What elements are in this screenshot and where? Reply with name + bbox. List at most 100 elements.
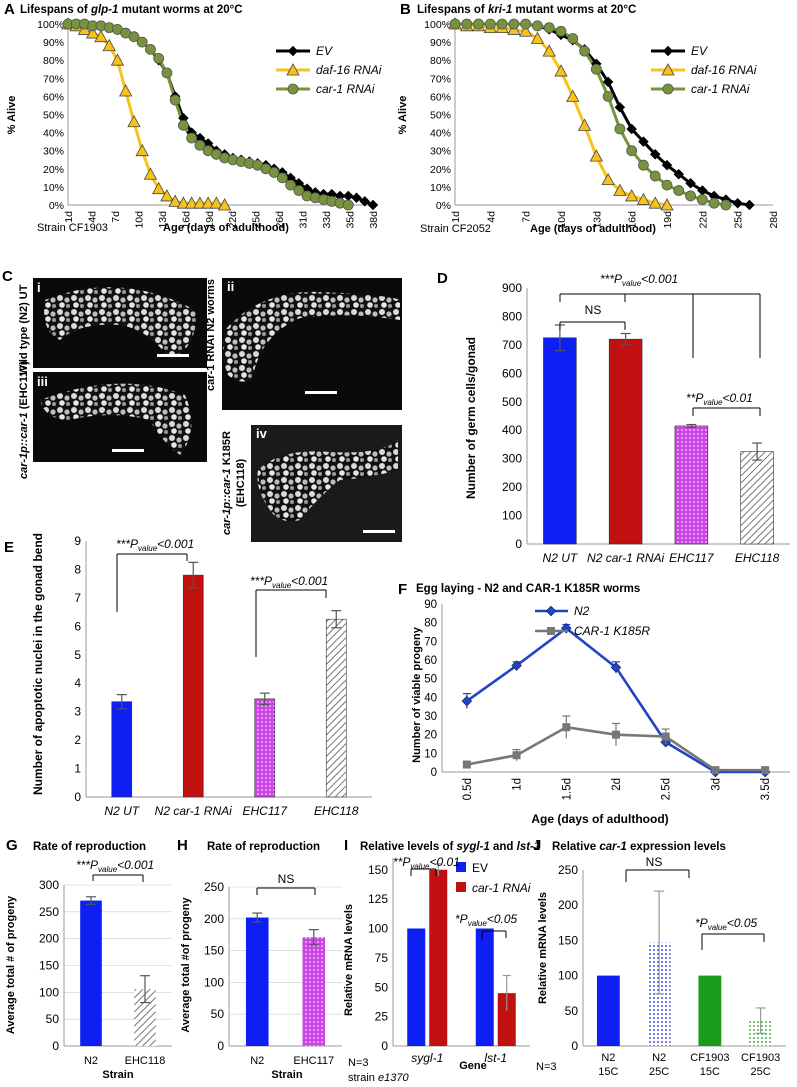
y-tick-label: 1 [74, 762, 81, 776]
chart-title-g: Rate of reproduction [33, 841, 146, 853]
x-tick-label: EHC118 [125, 1055, 166, 1067]
legend-swatch [456, 862, 466, 872]
x-tick-label: 25d [733, 211, 745, 229]
bar [608, 338, 643, 545]
data-point [649, 170, 661, 182]
data-point [143, 167, 158, 180]
data-point [217, 198, 232, 211]
x-tick-label: EHC117 [669, 551, 715, 565]
data-point [530, 31, 545, 44]
bar [674, 425, 709, 545]
data-point [685, 177, 696, 189]
y-tick-label: 150 [39, 959, 59, 973]
data-point [614, 123, 626, 135]
data-point [638, 159, 649, 171]
x-tick-label: 15C [598, 1066, 618, 1078]
y-tick-label: 100 [39, 985, 59, 999]
annotation-e-1: ***Pvalue<0.001 [116, 537, 194, 553]
y-tick-label: 100 [368, 922, 388, 936]
data-point [128, 31, 140, 43]
x-axis-label-a: Age (days of adulthood) [163, 222, 289, 234]
panel-d: D 0 100 200 300 400 500 600 700 800 900 N2 UT N2 ca… [437, 270, 790, 565]
data-point [720, 199, 732, 211]
legend-marker [547, 627, 555, 635]
x-tick-label: 0.5d [462, 778, 474, 800]
data-point [351, 192, 362, 204]
x-tick-label: EHC118 [735, 551, 780, 565]
y-axis-label-g: Average total # of progeny [5, 895, 17, 1034]
data-point [94, 29, 108, 43]
legend-label: car-1 RNAi [472, 881, 531, 895]
data-point [555, 25, 567, 37]
chart-title-f: Egg laying - N2 and CAR-1 K185R worms [416, 583, 640, 595]
series-line [466, 626, 766, 774]
legend-marker [545, 605, 557, 617]
x-tick-label: CF1903 [741, 1052, 780, 1064]
panel-label-j: J [533, 837, 541, 854]
y-tick-label: 0 [515, 537, 522, 551]
x-tick-label: 10d [556, 211, 568, 229]
panel-b: B Lifespans of kri-1 mutant worms at 20°… [397, 1, 780, 235]
x-tick-label: 22d [697, 211, 709, 229]
x-axis-label-h: Strain [271, 1069, 302, 1081]
y-tick-label: 100 [204, 975, 224, 989]
data-point [673, 168, 685, 180]
x-tick-label: 26d [274, 211, 286, 229]
bar [254, 698, 276, 798]
annotation-d-top: ***Pvalue<0.001 [600, 272, 678, 288]
plot-area-i: 0 25 50 75 100 125 150 sygl-1 lst-1 EV car-1 RNAi [368, 858, 531, 1065]
x-tick-label: N2 [84, 1055, 98, 1067]
data-point [661, 159, 673, 171]
data-point [176, 196, 191, 209]
note-j-n: N=3 [536, 1061, 557, 1073]
x-tick-label: N2 UT [104, 804, 140, 818]
legend-label: N2 [574, 604, 590, 618]
y-tick-label: 6 [74, 619, 81, 633]
annotation-j-2: *Pvalue<0.05 [695, 916, 758, 932]
x-tick-label: EHC117 [243, 804, 289, 818]
data-point [209, 196, 224, 209]
data-point [153, 52, 165, 64]
label-ehc117: car-1p::car-1 (EHC117) [18, 361, 30, 479]
data-point [161, 67, 173, 79]
x-tick-label: 1d [450, 211, 462, 223]
y-tick-label: 90% [430, 37, 451, 49]
y-tick-label: 300 [39, 878, 59, 892]
data-point [590, 63, 602, 75]
data-point [367, 199, 379, 211]
y-tick-label: 80% [430, 55, 451, 67]
data-point [732, 197, 744, 209]
gonad-shape-ii [223, 291, 400, 382]
bar [698, 975, 722, 1046]
data-point [184, 196, 199, 209]
y-tick-label: 0 [217, 1039, 224, 1053]
data-point [462, 760, 471, 769]
bar [407, 928, 426, 1046]
data-point [601, 172, 615, 186]
data-point [614, 101, 626, 113]
x-tick-label: N2 [601, 1052, 615, 1064]
y-tick-label: 200 [558, 898, 578, 912]
data-point [610, 662, 622, 673]
chart-title-j: Relative car-1 expression levels [552, 841, 726, 853]
data-point [484, 18, 496, 30]
annotation-g: ***Pvalue<0.001 [76, 858, 154, 874]
x-tick-label: EHC117 [293, 1055, 334, 1067]
y-tick-label: 250 [204, 880, 224, 894]
y-tick-label: 100% [424, 19, 451, 31]
y-tick-label: 0 [431, 767, 437, 779]
x-tick-label: N2 [250, 1055, 264, 1067]
panel-label-d: D [437, 270, 448, 287]
data-point [461, 695, 473, 707]
x-tick-label: 19d [662, 211, 674, 229]
y-tick-label: 60% [430, 91, 451, 103]
data-point [624, 189, 639, 202]
y-tick-label: 50% [430, 110, 451, 122]
y-tick-label: 90% [43, 37, 64, 49]
y-tick-label: 3 [74, 705, 81, 719]
y-tick-label: 60% [43, 91, 64, 103]
data-point [661, 732, 670, 741]
x-tick-label: 25C [649, 1066, 669, 1078]
y-tick-label: 250 [39, 905, 59, 919]
